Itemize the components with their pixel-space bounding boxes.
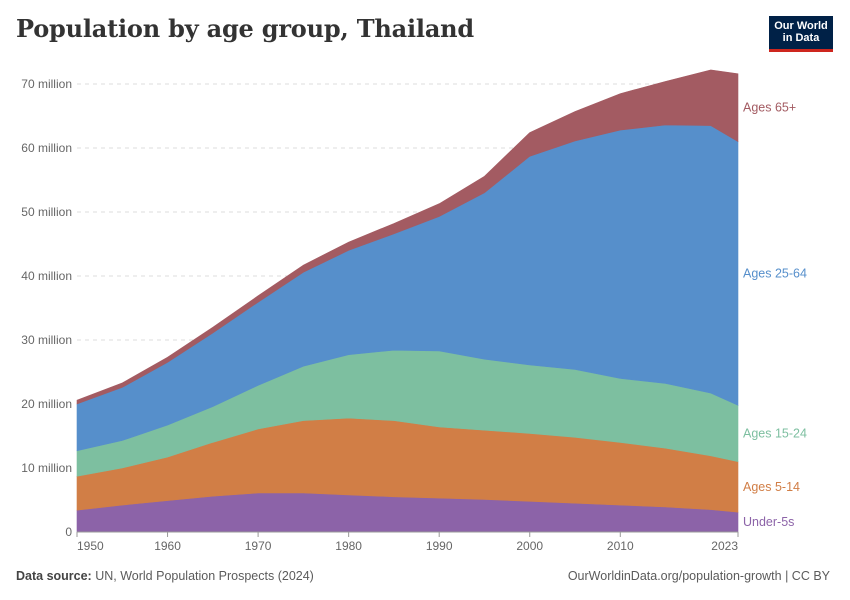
y-tick-label: 0	[65, 525, 72, 539]
data-source: Data source: UN, World Population Prospe…	[16, 569, 314, 583]
data-source-label: Data source:	[16, 569, 92, 583]
axes: 0 10 million 20 million 30 million 40 millio…	[21, 77, 739, 553]
y-tick-label: 40 million	[21, 269, 72, 283]
series-label-ages-15-24: Ages 15-24	[743, 426, 807, 440]
y-tick-label: 70 million	[21, 77, 72, 91]
series-label-ages-65-: Ages 65+	[743, 101, 796, 115]
y-tick-label: 30 million	[21, 333, 72, 347]
x-tick-label: 2000	[516, 539, 543, 553]
y-tick-label: 10 million	[21, 461, 72, 475]
series-label-ages-5-14: Ages 5-14	[743, 480, 800, 494]
x-tick-label: 1970	[245, 539, 272, 553]
x-tick-label: 1990	[426, 539, 453, 553]
area-ages-65-[interactable]	[76, 69, 739, 405]
chart-title: Population by age group, Thailand	[16, 14, 475, 43]
x-tick-label: 2010	[607, 539, 634, 553]
y-tick-label: 20 million	[21, 397, 72, 411]
y-tick-label: 60 million	[21, 141, 72, 155]
x-tick-label: 1950	[77, 539, 104, 553]
series-label-under-5s: Under-5s	[743, 515, 794, 529]
y-tick-label: 50 million	[21, 205, 72, 219]
x-tick-label: 2023	[711, 539, 738, 553]
logo-line-1: Our World	[774, 20, 828, 32]
data-source-text: UN, World Population Prospects (2024)	[95, 569, 314, 583]
owid-logo[interactable]: Our World in Data	[769, 16, 833, 52]
logo-line-2: in Data	[782, 32, 820, 44]
series-labels: Under-5s Ages 5-14 Ages 15-24 Ages 25-64 Age…	[743, 101, 807, 529]
series-label-ages-25-64: Ages 25-64	[743, 266, 807, 280]
x-tick-label: 1960	[154, 539, 181, 553]
source-link[interactable]: OurWorldinData.org/population-growth | C…	[567, 569, 830, 583]
chart-areas	[76, 69, 739, 533]
x-tick-label: 1980	[335, 539, 362, 553]
area-chart: 0 10 million 20 million 30 million 40 millio…	[21, 69, 807, 553]
